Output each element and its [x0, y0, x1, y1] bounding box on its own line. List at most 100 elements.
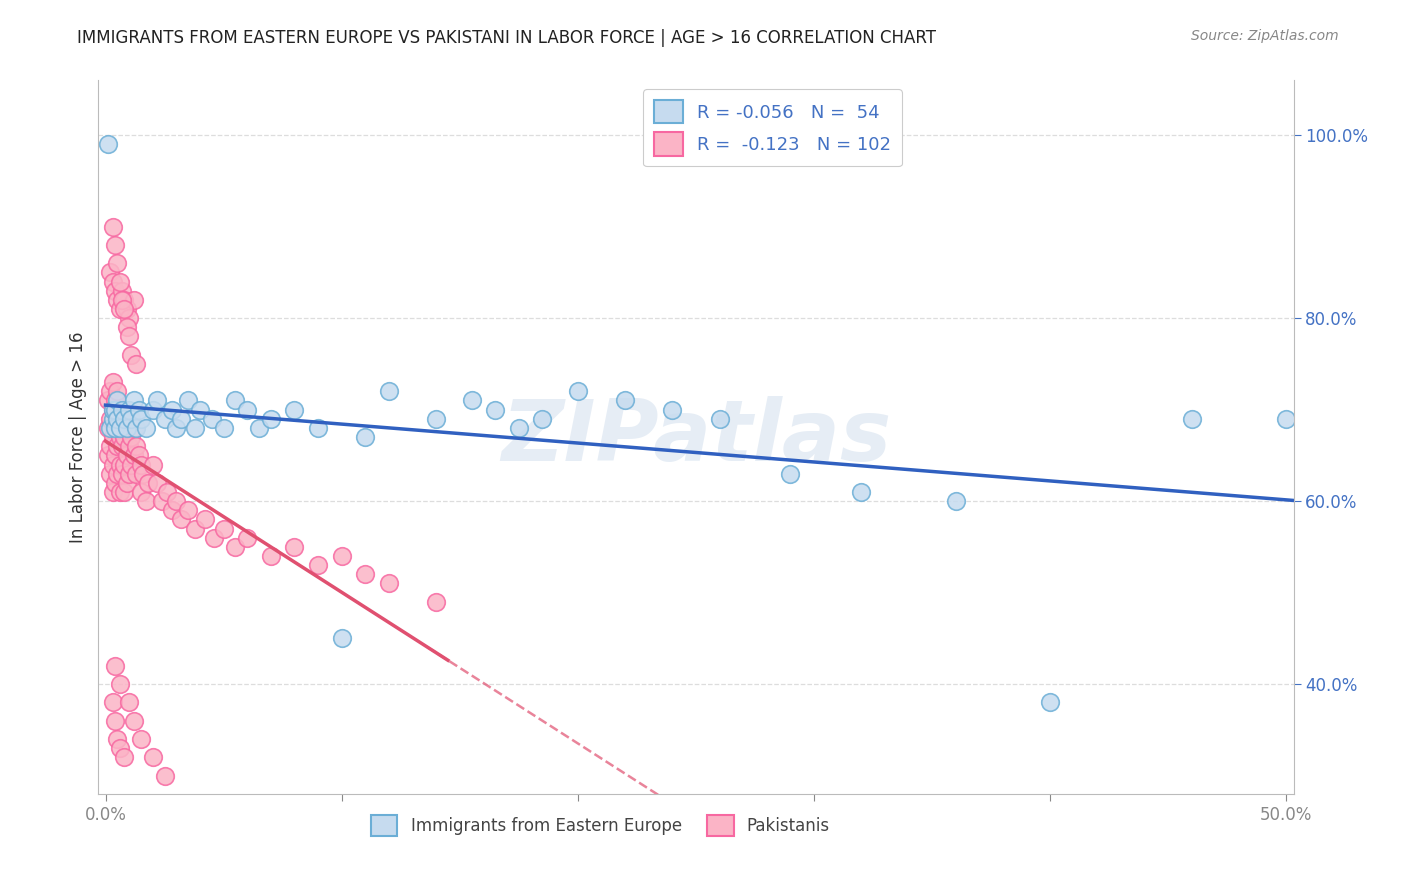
Point [105, 384, 128, 399]
Point [224, 393, 246, 408]
Point [212, 522, 235, 536]
Point [112, 411, 135, 425]
Point [118, 411, 141, 425]
Point [170, 411, 193, 425]
Point [177, 503, 200, 517]
Point [201, 411, 224, 425]
Point [115, 421, 138, 435]
Point [118, 402, 141, 417]
Point [129, 458, 152, 472]
Point [156, 485, 179, 500]
Point [184, 522, 207, 536]
Point [128, 402, 150, 417]
Point [105, 293, 128, 307]
Point [330, 549, 353, 563]
Point [105, 411, 128, 425]
Point [104, 475, 127, 490]
Point [125, 467, 148, 481]
Point [115, 320, 138, 334]
Point [118, 311, 141, 326]
Point [153, 768, 176, 782]
Point [111, 439, 134, 453]
Point [118, 695, 141, 709]
Point [142, 402, 165, 417]
Point [122, 714, 145, 728]
Point [567, 384, 589, 399]
Point [112, 430, 135, 444]
Point [98, 411, 121, 425]
Point [150, 494, 173, 508]
Point [125, 357, 148, 371]
Point [111, 293, 134, 307]
Point [108, 741, 131, 756]
Point [135, 421, 157, 435]
Text: ZIPatlas: ZIPatlas [501, 395, 891, 479]
Point [212, 421, 235, 435]
Point [236, 531, 259, 545]
Point [661, 402, 683, 417]
Point [122, 421, 145, 435]
Point [108, 458, 131, 472]
Point [101, 375, 124, 389]
Point [105, 393, 128, 408]
Point [378, 384, 401, 399]
Point [160, 503, 183, 517]
Point [307, 558, 329, 573]
Point [108, 402, 131, 417]
Point [115, 421, 138, 435]
Point [135, 494, 157, 508]
Point [128, 449, 150, 463]
Point [98, 439, 121, 453]
Point [146, 393, 169, 408]
Point [283, 540, 305, 554]
Point [177, 393, 200, 408]
Point [146, 475, 169, 490]
Legend: Immigrants from Eastern Europe, Pakistanis: Immigrants from Eastern Europe, Pakistan… [364, 808, 837, 843]
Point [104, 714, 127, 728]
Point [112, 485, 135, 500]
Point [1275, 411, 1298, 425]
Point [425, 595, 447, 609]
Point [129, 731, 152, 746]
Point [283, 402, 305, 417]
Point [142, 458, 165, 472]
Point [112, 301, 135, 316]
Point [184, 421, 207, 435]
Point [851, 485, 873, 500]
Point [115, 449, 138, 463]
Point [170, 512, 193, 526]
Point [115, 301, 138, 316]
Point [98, 467, 121, 481]
Point [779, 467, 801, 481]
Point [105, 411, 128, 425]
Point [98, 265, 121, 279]
Point [111, 402, 134, 417]
Point [121, 430, 143, 444]
Point [121, 411, 143, 425]
Point [307, 421, 329, 435]
Point [112, 458, 135, 472]
Point [125, 421, 148, 435]
Point [129, 485, 152, 500]
Point [531, 411, 554, 425]
Point [378, 576, 401, 591]
Point [98, 384, 121, 399]
Point [354, 430, 377, 444]
Point [122, 393, 145, 408]
Text: Source: ZipAtlas.com: Source: ZipAtlas.com [1191, 29, 1339, 43]
Point [460, 393, 482, 408]
Point [98, 421, 121, 435]
Point [101, 430, 124, 444]
Point [122, 449, 145, 463]
Point [330, 632, 353, 646]
Point [160, 402, 183, 417]
Point [122, 293, 145, 307]
Point [111, 467, 134, 481]
Point [484, 402, 506, 417]
Point [709, 411, 731, 425]
Point [153, 411, 176, 425]
Point [188, 402, 211, 417]
Point [101, 275, 124, 289]
Point [101, 458, 124, 472]
Point [118, 467, 141, 481]
